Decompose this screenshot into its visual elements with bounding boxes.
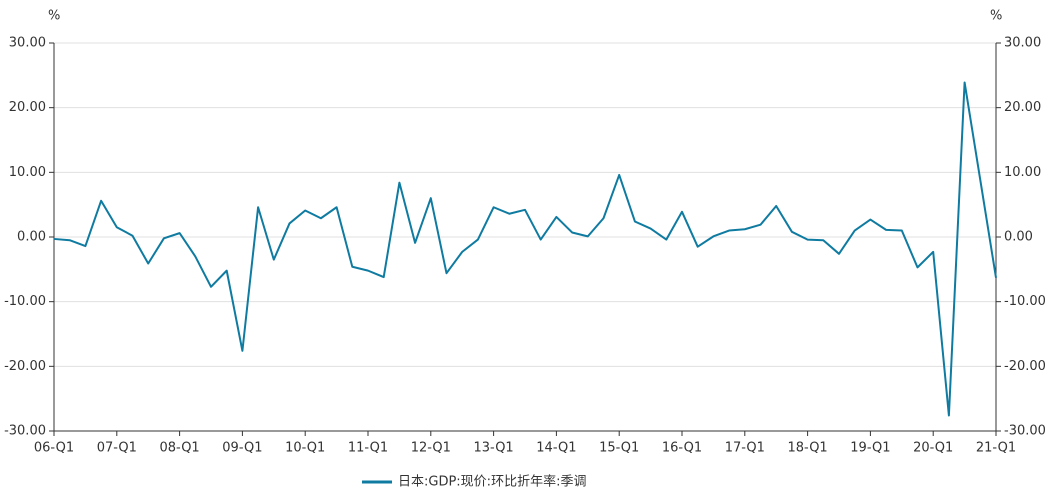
series-line xyxy=(53,81,997,417)
x-tick-label: 06-Q1 xyxy=(34,441,74,456)
y-tick-label: -10.00 xyxy=(4,294,46,309)
y-tick-label: -30.00 xyxy=(4,424,46,439)
legend-label: 日本:GDP:现价:环比折年率:季调 xyxy=(398,474,586,490)
x-tick-label: 21-Q1 xyxy=(976,441,1016,456)
y2-tick-label: 10.00 xyxy=(1004,165,1041,180)
y2-axis-label: % xyxy=(990,9,1002,24)
y2-tick-label: 30.00 xyxy=(1004,36,1041,51)
x-tick-label: 11-Q1 xyxy=(348,441,388,456)
x-tick-label: 07-Q1 xyxy=(97,441,137,456)
y2-tick-label: 20.00 xyxy=(1004,100,1041,115)
x-tick-label: 20-Q1 xyxy=(913,441,953,456)
x-tick-label: 16-Q1 xyxy=(662,441,702,456)
x-tick-label: 12-Q1 xyxy=(411,441,451,456)
x-tick-label: 19-Q1 xyxy=(850,441,890,456)
y2-tick-label: 0.00 xyxy=(1004,230,1033,245)
y-tick-label: 30.00 xyxy=(9,36,46,51)
y-tick-label: 20.00 xyxy=(9,100,46,115)
y2-tick-label: -20.00 xyxy=(1004,359,1046,374)
x-tick-label: 10-Q1 xyxy=(285,441,325,456)
x-tick-label: 08-Q1 xyxy=(159,441,199,456)
y-tick-label: 0.00 xyxy=(17,230,46,245)
x-tick-label: 09-Q1 xyxy=(222,441,262,456)
x-tick-label: 15-Q1 xyxy=(599,441,639,456)
y-axis-label: % xyxy=(48,9,60,24)
x-tick-label: 13-Q1 xyxy=(473,441,513,456)
y-tick-label: -20.00 xyxy=(4,359,46,374)
y2-tick-label: -30.00 xyxy=(1004,424,1046,439)
y-tick-label: 10.00 xyxy=(9,165,46,180)
x-tick-label: 14-Q1 xyxy=(536,441,576,456)
y2-tick-label: -10.00 xyxy=(1004,294,1046,309)
x-tick-label: 17-Q1 xyxy=(725,441,765,456)
x-tick-label: 18-Q1 xyxy=(787,441,827,456)
